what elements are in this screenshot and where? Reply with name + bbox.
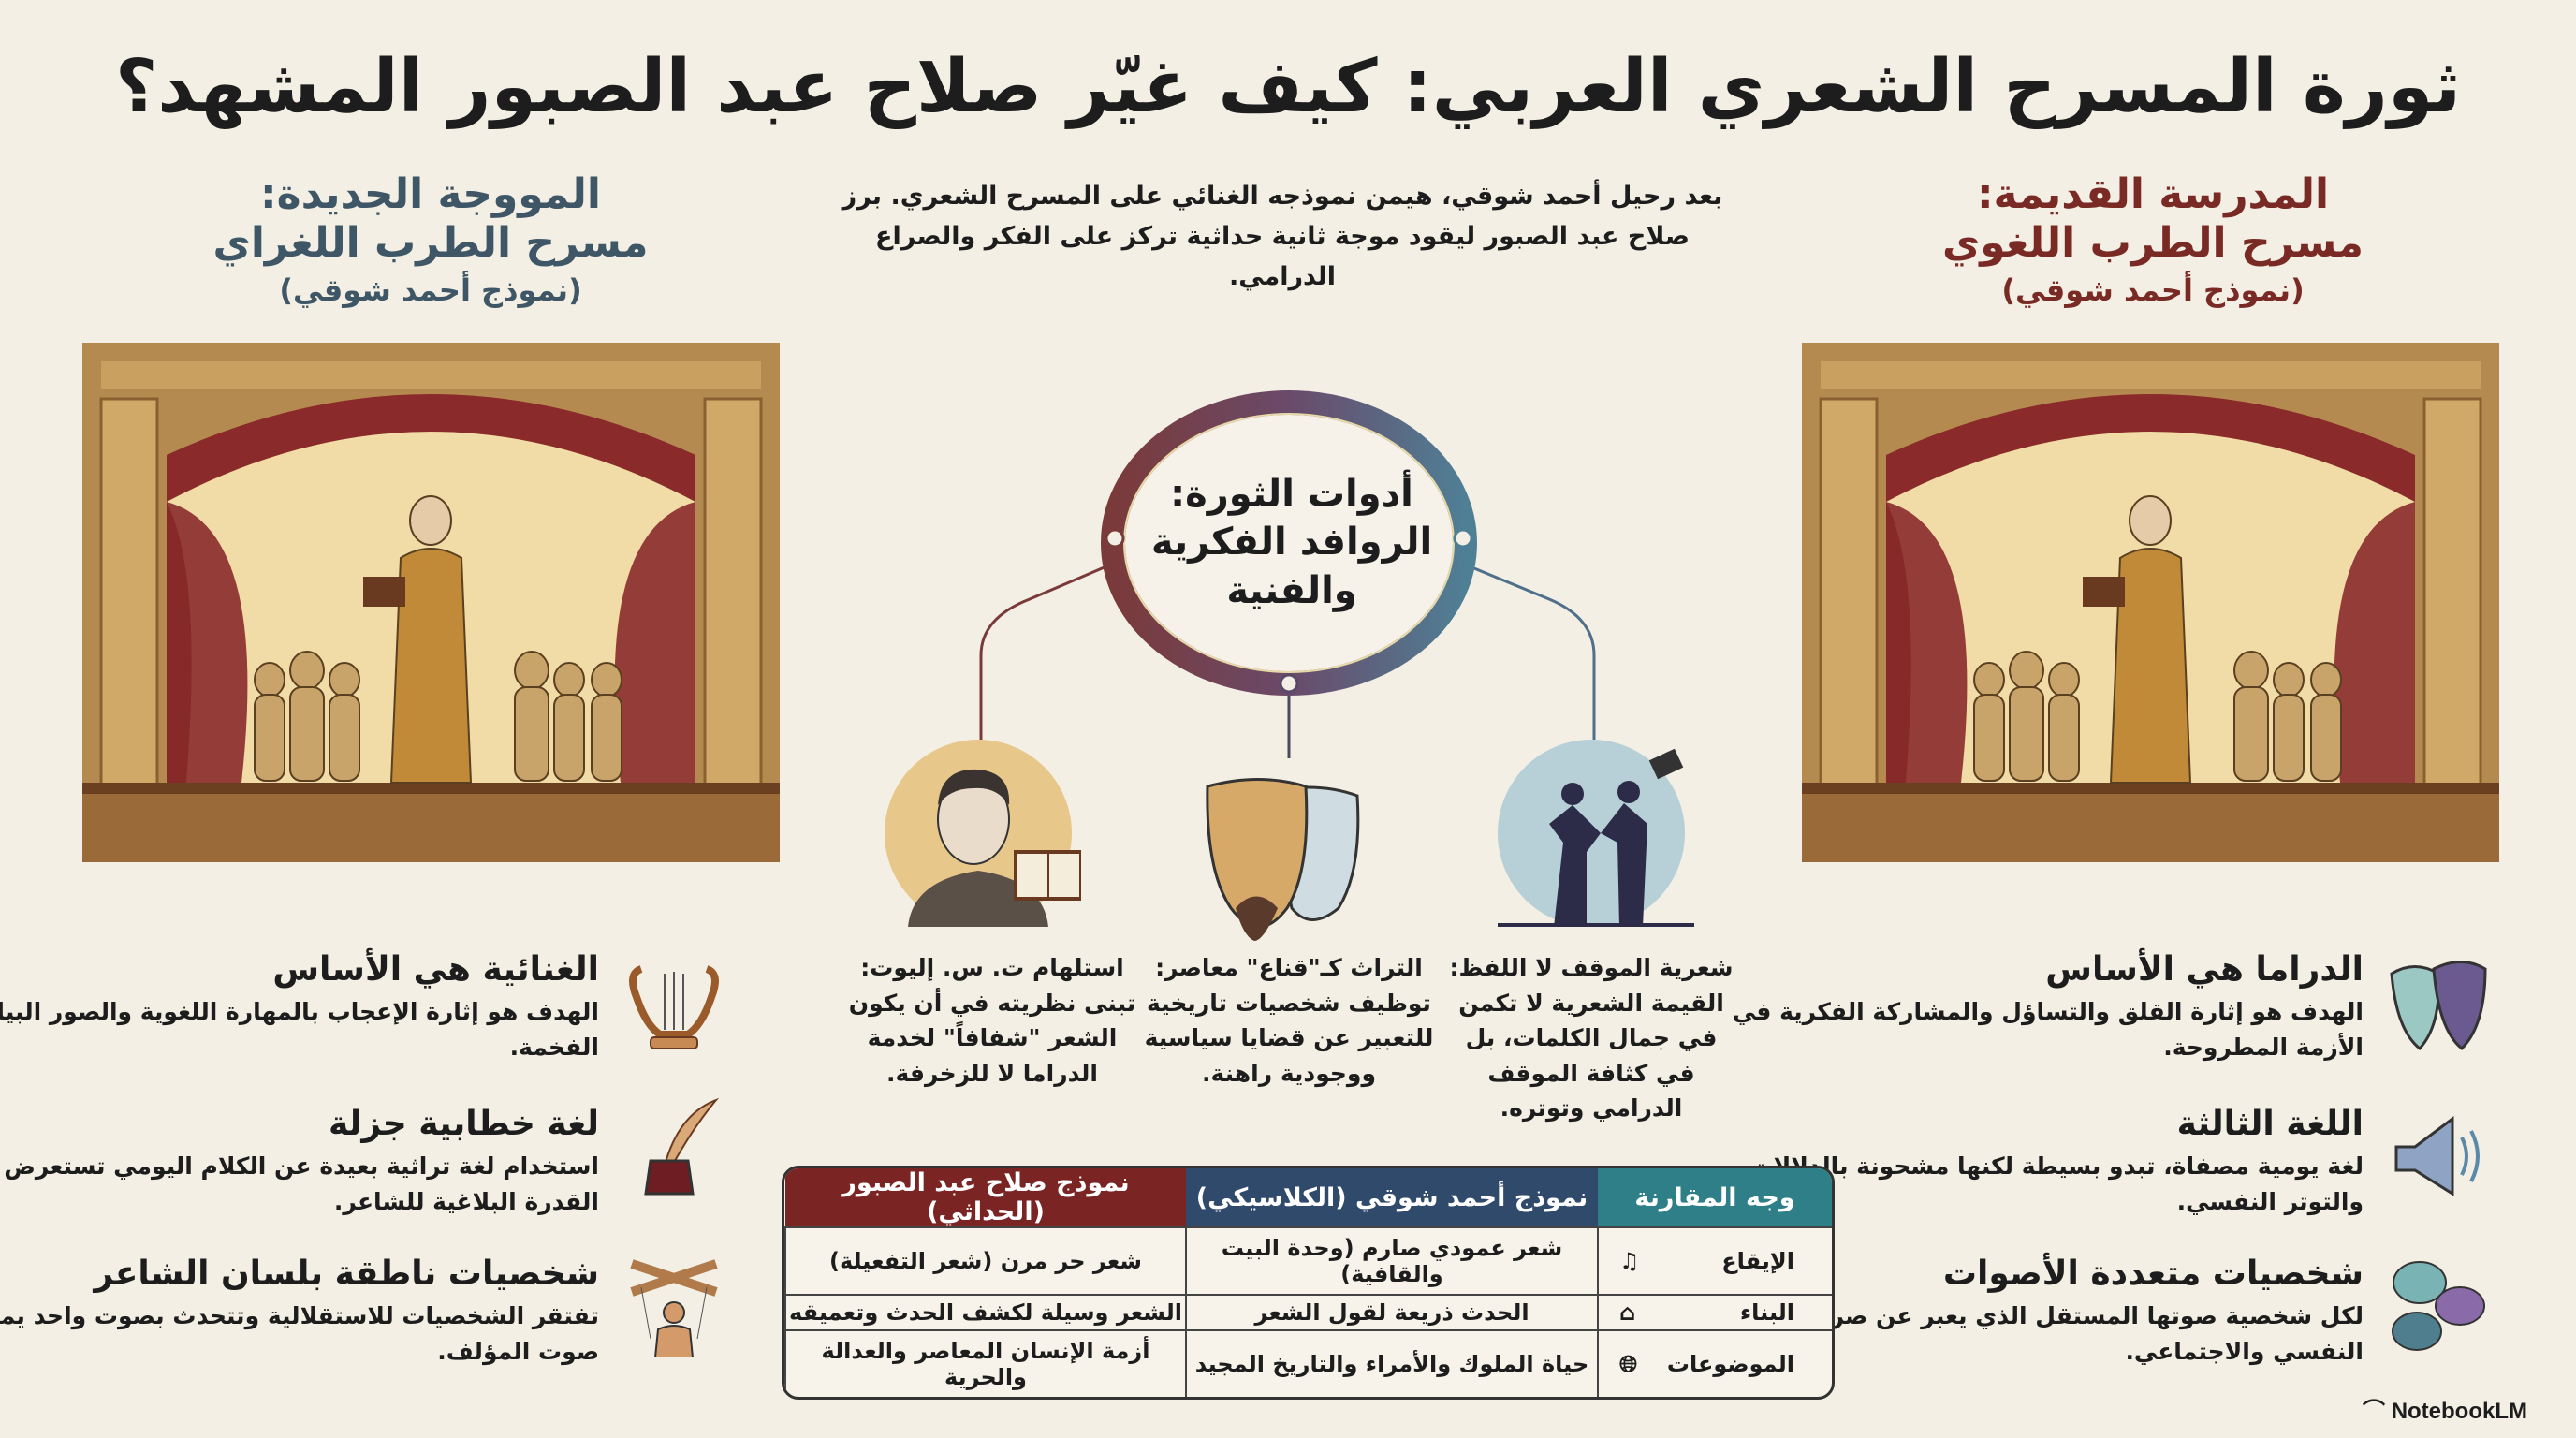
feature-text: تفتقر الشخصيات للاستقلالية وتتحدث بصوت و… <box>0 1302 599 1365</box>
old-school-line1: المدرسة القديمة: <box>1976 170 2330 218</box>
tool-mask-text: التراث كـ"قناع" معاصر: توظيف شخصيات تاري… <box>1144 954 1434 1087</box>
feature-text: الهدف هو إثارة الإعجاب بالمهارة اللغوية … <box>0 998 599 1061</box>
megaphone-icon <box>2394 1116 2480 1196</box>
row-modern: الشعر وسيلة لكشف الحدث وتعميقه <box>784 1294 1186 1330</box>
row-classic: شعر عمودي صارم (وحدة البيت والقافية) <box>1185 1225 1598 1296</box>
drama-masks-icon <box>2390 961 2487 1051</box>
feature-lyricism: الغنائية هي الأساس الهدف هو إثارة الإعجاب… <box>0 950 599 1064</box>
feature-title: الغنائية هي الأساس <box>272 950 599 989</box>
row-modern: شعر حر مرن (شعر التفعيلة) <box>784 1225 1186 1296</box>
confrontation-icon <box>1498 740 1694 927</box>
row-aspect: 🌐︎ الموضوعات <box>1597 1328 1832 1397</box>
intro-text: بعد رحيل أحمد شوقي، هيمن نموذجه الغنائي … <box>842 182 1723 292</box>
eliot-portrait-icon <box>885 740 1081 927</box>
notebooklm-logo: ⌒ NotebookLM <box>2363 1392 2527 1425</box>
globe-icon: 🌐︎ <box>1619 1350 1638 1377</box>
hub-line1: أدوات الثورة: <box>1170 473 1413 517</box>
old-school-line2: مسرح الطرب اللغوي <box>1941 218 2364 267</box>
feature-polyphony: شخصيات متعددة الأصوات لكل شخصية صوتها الم… <box>1708 1255 2364 1369</box>
row-classic: حياة الملوك والأمراء والتاريخ المجيد <box>1185 1328 1598 1397</box>
new-wave-line2: مسرح الطرب اللغراي <box>212 218 649 267</box>
row-modern: أزمة الإنسان المعاصر والعدالة والحرية <box>784 1328 1186 1397</box>
table-row: ⌂ البناء الحدث ذريعة لقول الشعر الشعر وسي… <box>784 1294 1832 1330</box>
row-aspect: ♫ الإيقاع <box>1597 1225 1832 1296</box>
tool-situation-text: شعرية الموقف لا اللفظ: القيمة الشعرية لا… <box>1449 954 1734 1122</box>
feature-text: لكل شخصية صوتها المستقل الذي يعبر عن صرا… <box>1782 1302 2364 1365</box>
page-title: ثورة المسرح الشعري العربي: كيف غيّر صلاح… <box>114 45 2462 129</box>
comparison-table: وجه المقارنة نموذج أحمد شوقي (الكلاسيكي)… <box>782 1166 1835 1400</box>
table-header-row: وجه المقارنة نموذج أحمد شوقي (الكلاسيكي)… <box>785 1168 1832 1227</box>
feature-text: لغة يومية مصفاة، تبدو بسيطة لكنها مشحونة… <box>1749 1152 2364 1215</box>
feature-text: الهدف هو إثارة القلق والتساؤل والمشاركة … <box>1732 998 2364 1061</box>
new-wave-line3: (نموذج أحمد شوقي) <box>279 271 582 308</box>
hub-line2: الروافد الفكرية <box>1150 521 1433 565</box>
stage-illustration <box>82 343 780 862</box>
feature-drama: الدراما هي الأساس الهدف هو إثارة القلق وا… <box>1708 950 2364 1064</box>
music-note-icon: ♫ <box>1619 1248 1640 1275</box>
row-classic: الحدث ذريعة لقول الشعر <box>1185 1294 1598 1330</box>
old-school-heading: المدرسة القديمة: مسرح الطرب اللغوي (نموذ… <box>1928 170 2378 309</box>
notebooklm-icon: ⌒ <box>2363 1399 2392 1424</box>
stage-illustration <box>1802 343 2499 862</box>
feature-rhetoric: لغة خطابية جزلة استخدام لغة تراثية بعيدة … <box>0 1105 599 1219</box>
feature-title: شخصيات ناطقة بلسان الشاعر <box>94 1255 599 1293</box>
row-aspect: ⌂ البناء <box>1597 1294 1832 1330</box>
feature-mouthpiece: شخصيات ناطقة بلسان الشاعر تفتقر الشخصيات … <box>0 1255 599 1369</box>
speech-bubbles-icon <box>2392 1261 2485 1351</box>
puppet-icon <box>630 1259 718 1357</box>
feature-title: شخصيات متعددة الأصوات <box>1942 1255 2364 1293</box>
old-school-line3: (نموذج أحمد شوقي) <box>2001 271 2305 308</box>
feature-title: لغة خطابية جزلة <box>328 1105 599 1143</box>
theatre-masks-icon <box>1206 778 1360 941</box>
new-wave-heading: المووجة الجديدة: مسرح الطرب اللغراي (نمو… <box>206 170 655 309</box>
tool-eliot-text: استلهام ت. س. إليوت: تبنى نظريته في أن ي… <box>848 954 1136 1087</box>
feature-title: اللغة الثالثة <box>2176 1105 2364 1143</box>
hub-line3: والفنية <box>1226 568 1357 612</box>
brand-label: NotebookLM <box>2391 1399 2527 1424</box>
aspect-label: الإيقاع <box>1721 1248 1794 1275</box>
aspect-label: البناء <box>1739 1299 1794 1327</box>
building-icon: ⌂ <box>1619 1299 1636 1327</box>
quill-ink-icon <box>644 1097 720 1196</box>
table-row: 🌐︎ الموضوعات حياة الملوك والأمراء والتاري… <box>784 1328 1832 1397</box>
header-modern: نموذج صلاح عبد الصبور (الحداثي) <box>785 1168 1186 1227</box>
header-aspect: وجه المقارنة <box>1598 1168 1832 1227</box>
table-row: ♫ الإيقاع شعر عمودي صارم (وحدة البيت والق… <box>784 1225 1832 1296</box>
aspect-label: الموضوعات <box>1666 1350 1794 1377</box>
feature-third-language: اللغة الثالثة لغة يومية مصفاة، تبدو بسيطة… <box>1708 1105 2364 1219</box>
header-classic: نموذج أحمد شوقي (الكلاسيكي) <box>1186 1168 1598 1227</box>
hub-title: أدوات الثورة: الروافد الفكرية والفنية <box>1109 398 1474 688</box>
new-wave-line1: المووجة الجديدة: <box>260 170 601 218</box>
feature-text: استخدام لغة تراثية بعيدة عن الكلام اليوم… <box>4 1152 599 1215</box>
lyre-icon <box>629 965 719 1049</box>
feature-title: الدراما هي الأساس <box>2045 950 2364 989</box>
